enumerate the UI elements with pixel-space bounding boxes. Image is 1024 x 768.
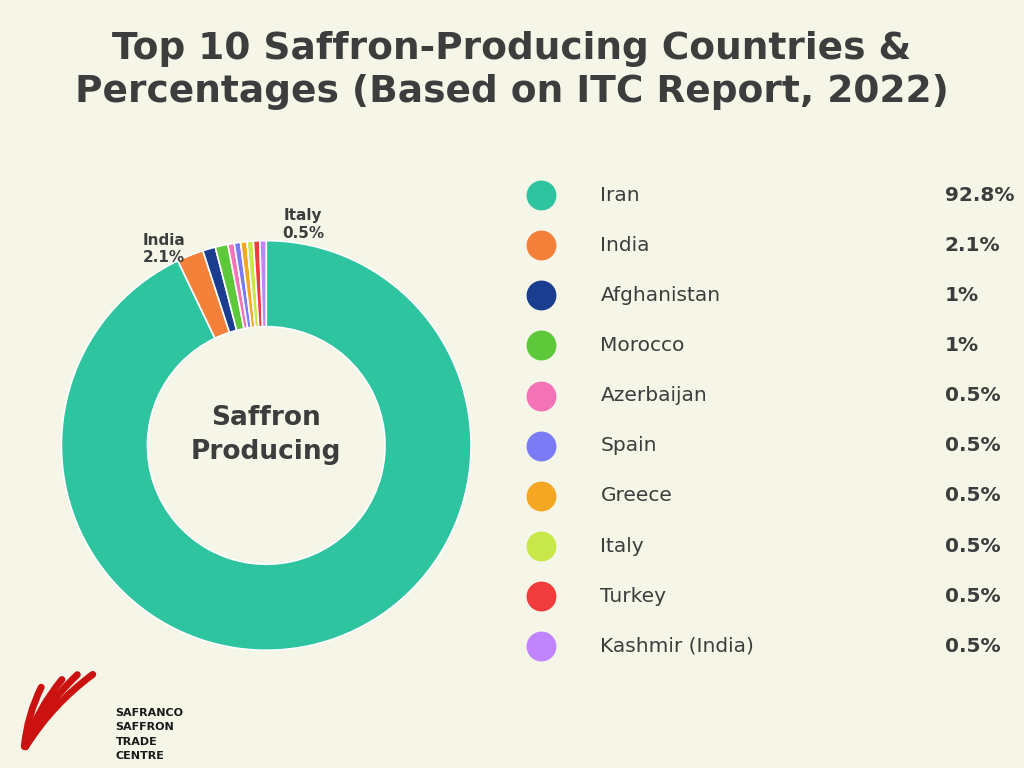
Wedge shape xyxy=(253,240,262,327)
Point xyxy=(534,239,550,251)
Wedge shape xyxy=(260,240,266,326)
Text: Turkey: Turkey xyxy=(600,587,667,606)
Wedge shape xyxy=(247,241,259,327)
Text: Afghanistan: Afghanistan xyxy=(600,286,721,305)
Text: SAFRANCO: SAFRANCO xyxy=(116,707,183,718)
Wedge shape xyxy=(241,242,255,328)
Point xyxy=(534,439,550,452)
Point xyxy=(534,339,550,352)
Point xyxy=(534,540,550,552)
Text: Italy
0.5%: Italy 0.5% xyxy=(282,208,325,240)
Text: 0.5%: 0.5% xyxy=(944,436,1000,455)
Text: TRADE: TRADE xyxy=(116,737,158,747)
Wedge shape xyxy=(203,247,237,333)
Text: Greece: Greece xyxy=(600,486,673,505)
Text: Saffron
Producing: Saffron Producing xyxy=(191,406,341,465)
Text: Italy: Italy xyxy=(600,537,644,555)
Text: Top 10 Saffron-Producing Countries &
Percentages (Based on ITC Report, 2022): Top 10 Saffron-Producing Countries & Per… xyxy=(75,31,949,110)
Text: 0.5%: 0.5% xyxy=(944,386,1000,405)
Text: 92.8%: 92.8% xyxy=(944,186,1014,204)
Text: 1%: 1% xyxy=(944,336,979,355)
Text: India: India xyxy=(600,236,650,255)
Text: CENTRE: CENTRE xyxy=(116,751,165,762)
Text: India
2.1%: India 2.1% xyxy=(142,233,185,265)
Wedge shape xyxy=(215,244,244,330)
Point xyxy=(534,189,550,201)
Text: 2.1%: 2.1% xyxy=(944,236,1000,255)
Text: 0.5%: 0.5% xyxy=(944,587,1000,606)
Text: Azerbaijan: Azerbaijan xyxy=(600,386,708,405)
Point xyxy=(534,590,550,602)
Text: 0.5%: 0.5% xyxy=(944,637,1000,656)
Text: 1%: 1% xyxy=(944,286,979,305)
Text: SAFFRON: SAFFRON xyxy=(116,722,174,733)
Wedge shape xyxy=(234,242,251,328)
Point xyxy=(534,490,550,502)
Point xyxy=(534,389,550,402)
Text: Spain: Spain xyxy=(600,436,657,455)
Wedge shape xyxy=(61,240,471,650)
Text: Iran: Iran xyxy=(600,186,640,204)
Text: Morocco: Morocco xyxy=(600,336,685,355)
Point xyxy=(534,290,550,302)
Wedge shape xyxy=(227,243,248,329)
Wedge shape xyxy=(178,250,229,338)
Text: 0.5%: 0.5% xyxy=(944,486,1000,505)
Text: Kashmir (India): Kashmir (India) xyxy=(600,637,755,656)
Point xyxy=(534,641,550,653)
Text: 0.5%: 0.5% xyxy=(944,537,1000,555)
